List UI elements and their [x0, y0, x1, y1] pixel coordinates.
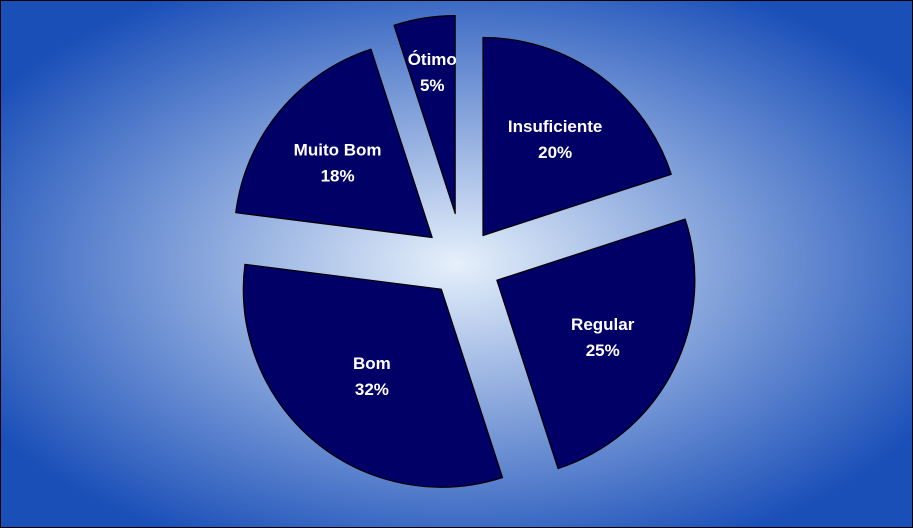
pie-slice-insuficiente [482, 36, 672, 237]
pie-slice-muito-bom [235, 48, 433, 239]
pie-slice-regular [496, 218, 696, 470]
slice-label-muito-bom: Muito Bom [294, 140, 382, 159]
labels-group: Insuficiente 20% Regular 25% Bom 32% Muito Bom… [294, 50, 635, 399]
slice-value-muito-bom: 18% [321, 166, 355, 185]
slice-label-regular: Regular [571, 315, 635, 334]
pie-slice-bom [242, 263, 504, 488]
slice-label-otimo: Ótimo [408, 50, 457, 69]
slice-label-insuficiente: Insuficiente [508, 117, 602, 136]
pie-slice-otimo [393, 15, 456, 215]
slice-label-bom: Bom [353, 354, 391, 373]
slice-value-insuficiente: 20% [538, 143, 572, 162]
slice-value-otimo: 5% [420, 76, 445, 95]
slice-value-regular: 25% [586, 341, 620, 360]
slices-group [235, 15, 696, 488]
slice-value-bom: 32% [355, 380, 389, 399]
